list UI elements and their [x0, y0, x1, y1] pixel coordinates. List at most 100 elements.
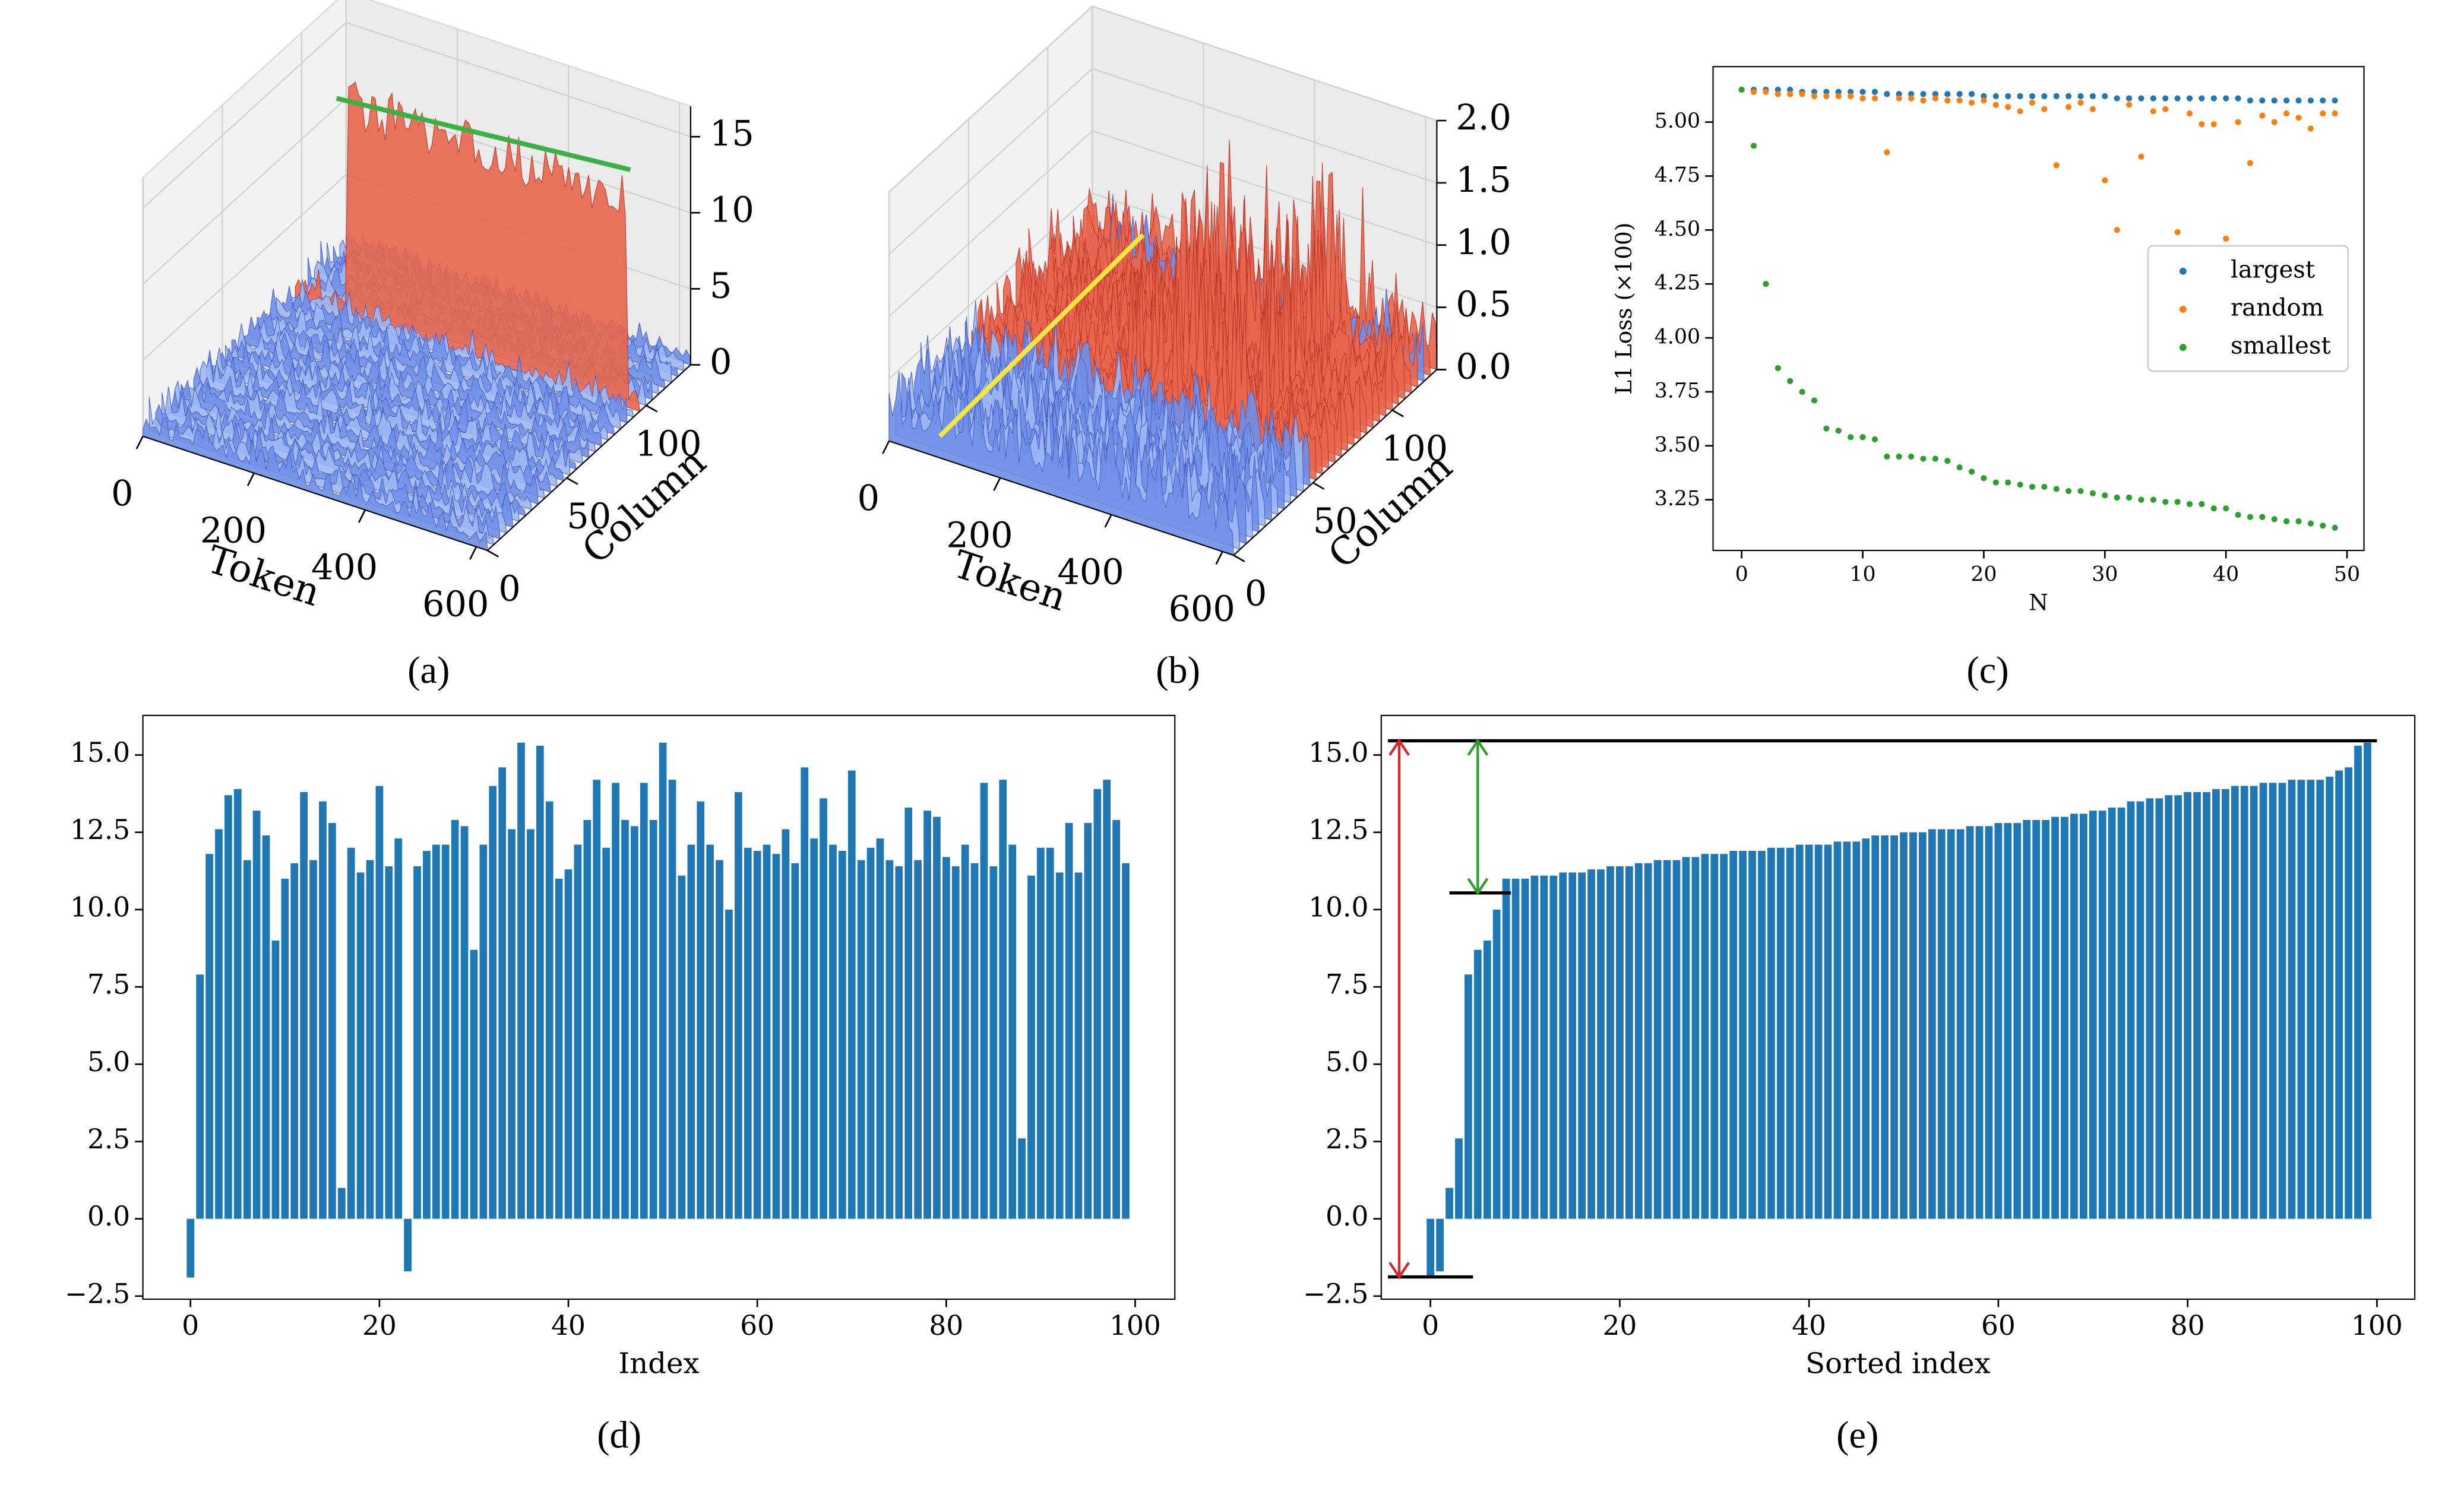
y-tick-label: 100 [635, 423, 701, 464]
bar [1786, 847, 1794, 1219]
y-tick-label: 0.0 [87, 1201, 130, 1232]
x-tick-label: 50 [2334, 563, 2360, 587]
bar [527, 829, 534, 1219]
x-tick [993, 477, 1001, 491]
bar [1065, 823, 1073, 1219]
bar [1046, 847, 1054, 1219]
bar [2165, 795, 2173, 1219]
bar [2259, 783, 2267, 1219]
scatter-point [2247, 514, 2254, 520]
bar [1672, 860, 1681, 1219]
bar [951, 866, 960, 1219]
legend-marker [2179, 344, 2187, 351]
scatter-point [2162, 499, 2169, 505]
scatter-point [2029, 93, 2036, 100]
scatter-point [2332, 110, 2338, 117]
arrow-head [1388, 738, 1410, 756]
scatter-point [1956, 91, 1963, 97]
bar [1767, 847, 1775, 1219]
x-tick-label: 100 [1109, 1310, 1161, 1341]
y-tick-label: 4.25 [1655, 271, 1700, 295]
bar [2240, 786, 2248, 1219]
surface-strip [174, 379, 520, 522]
bar [857, 860, 865, 1219]
y-tick [1391, 409, 1404, 417]
surface-strip [167, 385, 514, 528]
bar [328, 823, 336, 1219]
bar [1919, 832, 1927, 1219]
bar [1606, 866, 1614, 1219]
scatter-point [2005, 93, 2011, 100]
scatter-point [2053, 486, 2060, 492]
scatter-point [2114, 95, 2120, 102]
scatter-point [2041, 93, 2048, 100]
bar [1616, 866, 1624, 1219]
scatter-point [2199, 95, 2205, 102]
bar [1824, 844, 1832, 1219]
bar [1597, 869, 1605, 1219]
y-axis-label: L1 Loss (×100) [1611, 223, 1637, 395]
y-tick [1312, 482, 1325, 490]
scatter-point [2138, 496, 2144, 503]
axis-line [888, 440, 1234, 556]
arrow-head [1467, 878, 1489, 895]
scatter-point [2089, 106, 2096, 112]
bar [2222, 789, 2229, 1219]
scatter-point [2077, 99, 2084, 106]
bar [2089, 811, 2097, 1219]
bar [1739, 850, 1747, 1219]
bar [2174, 795, 2183, 1219]
bar [1682, 857, 1690, 1219]
surface-strip [143, 417, 488, 551]
bar [1947, 829, 1955, 1219]
bar [801, 767, 809, 1219]
bar [1833, 841, 1842, 1219]
scatter-point [1932, 91, 1938, 97]
scatter-point [1848, 434, 1854, 441]
scatter-point [2223, 505, 2229, 512]
bar [1975, 826, 1984, 1219]
scatter-point [2307, 125, 2314, 132]
bar [460, 826, 469, 1219]
y-tick-label: 15.0 [1308, 737, 1368, 768]
bar [1018, 1138, 1026, 1219]
x-tick-label: 80 [2171, 1310, 2205, 1341]
bar [432, 844, 440, 1219]
bar [1511, 878, 1520, 1219]
scatter-point [2283, 110, 2290, 117]
scatter-point [1835, 428, 1842, 434]
surface-strip [162, 387, 507, 534]
bar [1985, 826, 1993, 1219]
bar [271, 940, 280, 1219]
scatter-point [1896, 95, 1902, 102]
bar [1748, 850, 1756, 1219]
highlight-line [938, 233, 1145, 438]
bar [697, 801, 705, 1219]
scatter-point [2283, 518, 2290, 525]
surface-strip [295, 81, 640, 412]
highlight-line [336, 96, 631, 172]
bar [262, 835, 270, 1219]
bar [394, 838, 403, 1219]
scatter-point [1823, 88, 1830, 95]
bar [441, 844, 450, 1219]
scatter-point [2223, 235, 2229, 242]
bar [1663, 860, 1671, 1219]
scatter-point [2332, 97, 2338, 104]
bar [895, 866, 903, 1219]
scatter-point [2150, 496, 2156, 503]
bar [2345, 767, 2352, 1219]
bar [1473, 949, 1482, 1219]
scatter-point [1750, 143, 1757, 149]
grid-line [142, 21, 691, 209]
bar [196, 974, 204, 1219]
x-tick-label: 60 [1981, 1310, 2016, 1341]
bar [1729, 850, 1738, 1219]
bar [1852, 841, 1861, 1219]
scatter-point [2247, 97, 2254, 104]
bar [2250, 786, 2258, 1219]
z-tick-label: 1.5 [1456, 159, 1511, 200]
bar [215, 829, 223, 1219]
bar [668, 780, 676, 1219]
scatter-point [1871, 95, 1878, 102]
